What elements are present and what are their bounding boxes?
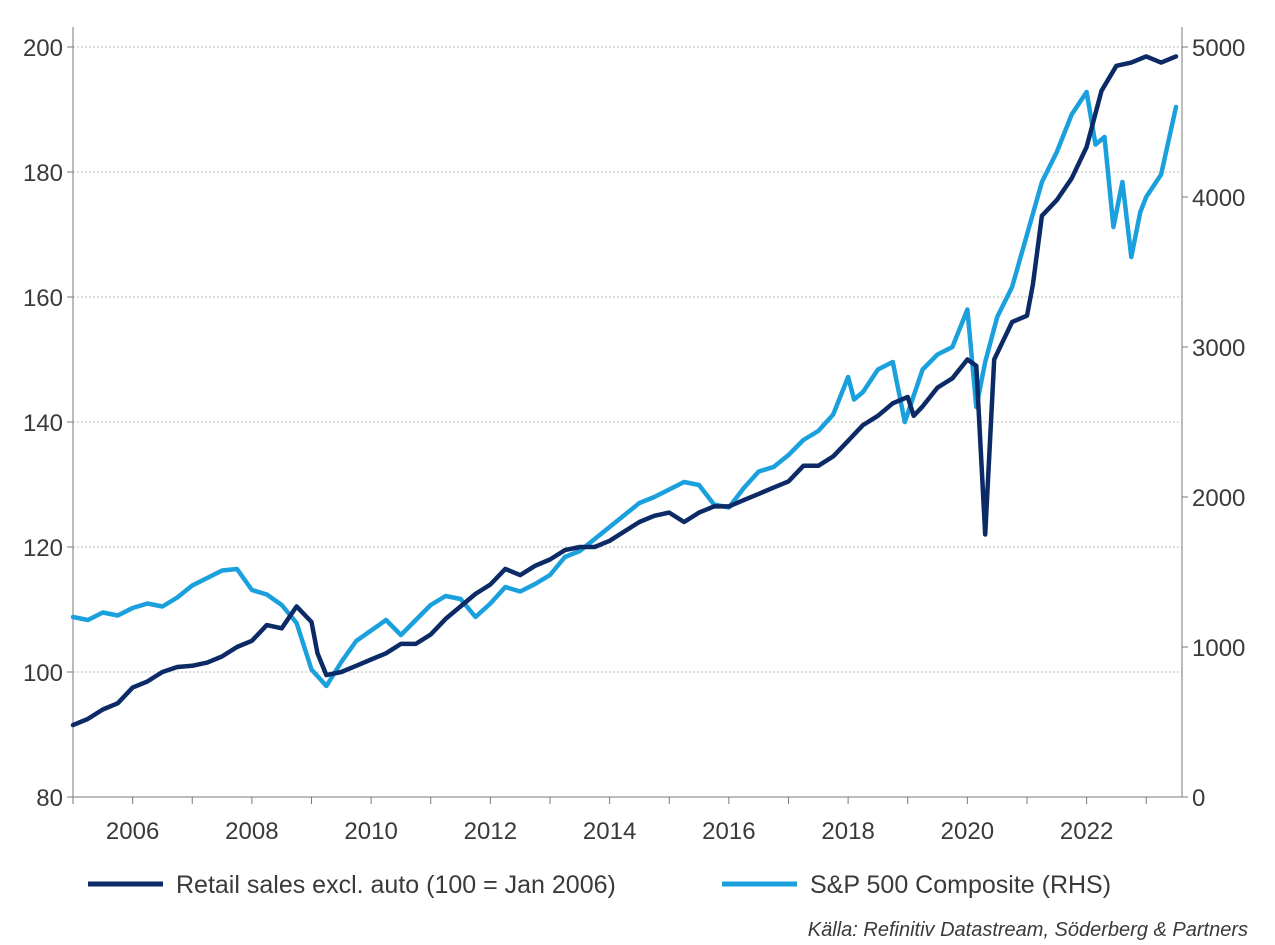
x-tick-label: 2010 (344, 818, 397, 845)
x-tick-label: 2012 (464, 818, 517, 845)
left-tick-label: 140 (23, 410, 63, 437)
left-tick-label: 200 (23, 35, 63, 62)
left-tick-label: 100 (23, 660, 63, 687)
left-axis-ticks: 80 100 120 140 160 180 200 (23, 35, 73, 812)
x-tick-label: 2018 (821, 818, 874, 845)
series-lines (70, 54, 1179, 728)
source-note: Källa: Refinitiv Datastream, Söderberg &… (808, 919, 1248, 941)
x-tick-label: 2016 (702, 818, 755, 845)
x-axis-ticks: 2006 2008 2010 2012 2014 2016 2018 2020 2022 (72, 797, 1147, 845)
gridlines (73, 46, 1182, 673)
series-line-retail-sales (70, 54, 1179, 728)
right-tick-label: 4000 (1192, 185, 1245, 212)
x-tick-label: 2020 (941, 818, 994, 845)
right-tick-label: 2000 (1192, 485, 1245, 512)
axes (72, 27, 1183, 798)
right-tick-label: 3000 (1192, 335, 1245, 362)
x-tick-label: 2008 (225, 818, 278, 845)
series-line-sp500 (70, 89, 1179, 689)
legend: Retail sales excl. auto (100 = Jan 2006)… (88, 871, 1111, 899)
right-tick-label: 1000 (1192, 635, 1245, 662)
right-axis-ticks: 0 1000 2000 3000 4000 5000 (1182, 35, 1245, 812)
right-tick-label: 0 (1192, 785, 1205, 812)
legend-label: Retail sales excl. auto (100 = Jan 2006) (176, 871, 616, 899)
x-tick-label: 2022 (1060, 818, 1113, 845)
x-tick-label: 2006 (106, 818, 159, 845)
left-tick-label: 80 (36, 785, 63, 812)
left-tick-label: 160 (23, 285, 63, 312)
x-tick-label: 2014 (583, 818, 636, 845)
left-tick-label: 180 (23, 160, 63, 187)
legend-label: S&P 500 Composite (RHS) (810, 871, 1111, 899)
left-tick-label: 120 (23, 535, 63, 562)
right-tick-label: 5000 (1192, 35, 1245, 62)
